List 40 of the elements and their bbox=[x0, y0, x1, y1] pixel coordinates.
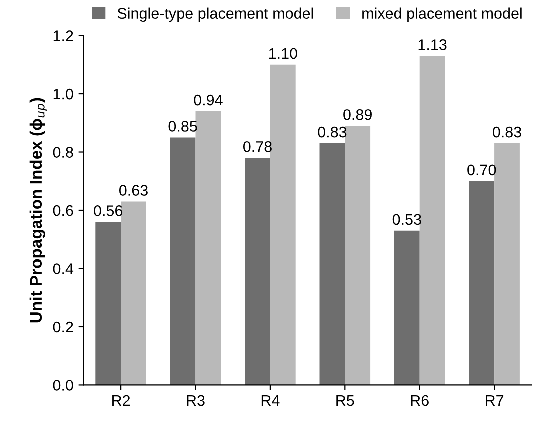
y-tick-label: 0.0 bbox=[53, 380, 74, 391]
data-label: 0.70 bbox=[468, 164, 496, 176]
y-tick-label: 1.0 bbox=[54, 88, 74, 100]
bar bbox=[345, 126, 371, 386]
y-tick-label: 0.2 bbox=[53, 322, 74, 333]
bar bbox=[420, 56, 446, 386]
y-tick-label: 0.6 bbox=[53, 205, 74, 216]
legend-label: Single-type placement model bbox=[118, 8, 314, 22]
data-label: 0.83 bbox=[318, 126, 347, 138]
bar bbox=[320, 144, 346, 386]
data-label: 0.53 bbox=[392, 214, 422, 226]
bar bbox=[394, 230, 420, 386]
bar bbox=[96, 222, 122, 386]
y-tick-label: 0.4 bbox=[53, 264, 74, 274]
x-tick-label: R4 bbox=[262, 396, 280, 406]
data-label: 1.10 bbox=[269, 48, 298, 60]
data-label: 0.89 bbox=[344, 109, 372, 120]
y-axis-title: Unit Propagation Index (ϕ$_{up}$) bbox=[30, 98, 48, 323]
bar bbox=[245, 158, 270, 386]
data-label: 0.94 bbox=[194, 94, 223, 106]
y-tick-label: 1.2 bbox=[54, 30, 74, 42]
x-tick-label: R5 bbox=[336, 396, 354, 406]
bar bbox=[170, 138, 196, 386]
legend-label: mixed placement model bbox=[362, 8, 522, 22]
bar bbox=[469, 181, 495, 386]
y-tick-label: 0.8 bbox=[53, 147, 74, 158]
data-label: 0.56 bbox=[94, 206, 123, 216]
data-label: 0.83 bbox=[492, 126, 522, 138]
data-label: 1.13 bbox=[418, 40, 447, 50]
bar bbox=[121, 202, 146, 386]
data-label: 0.78 bbox=[243, 141, 272, 152]
data-label: 0.85 bbox=[168, 121, 198, 132]
x-tick-label: R6 bbox=[411, 395, 429, 406]
x-tick-label: R7 bbox=[486, 396, 504, 406]
bar bbox=[270, 64, 296, 386]
data-label: 0.63 bbox=[119, 185, 148, 196]
bar bbox=[494, 144, 520, 386]
x-tick-label: R3 bbox=[187, 395, 205, 406]
x-tick-label: R2 bbox=[112, 395, 130, 406]
bar bbox=[196, 111, 222, 386]
